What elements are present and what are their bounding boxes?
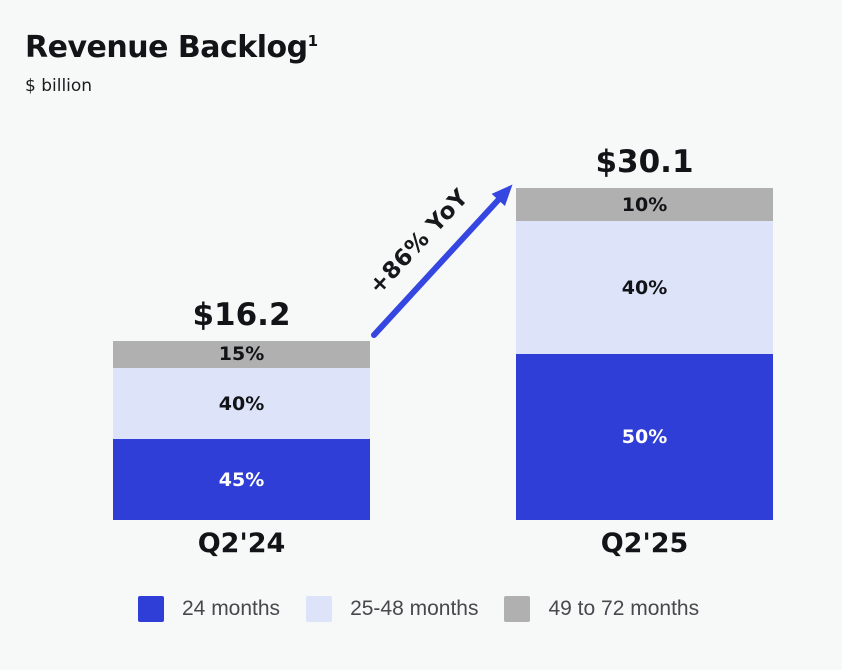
stacked-bar-q225: 10% 40% 50%: [516, 188, 773, 520]
category-label-q225: Q2'25: [600, 528, 689, 559]
chart-units-subtitle: $ billion: [25, 76, 93, 96]
segment-49-72-months-q224: 15%: [113, 341, 370, 368]
segment-pct-label: 40%: [621, 276, 668, 299]
legend-item-49-72-months: 49 to 72 months: [504, 596, 699, 622]
legend-item-25-48-months: 25-48 months: [306, 596, 478, 622]
yoy-growth-annotation: +86% YoY: [364, 184, 474, 300]
bar-total-q224: $16.2: [192, 297, 291, 333]
segment-pct-label: 15%: [218, 343, 265, 366]
legend-swatch-49-72-months: [504, 596, 531, 622]
legend-label: 24 months: [182, 597, 281, 620]
segment-pct-label: 40%: [218, 392, 265, 415]
legend-item-24-months: 24 months: [138, 596, 280, 622]
segment-pct-label: 50%: [621, 425, 668, 448]
stacked-bar-q224: 15% 40% 45%: [113, 341, 370, 520]
segment-25-48-months-q225: 40%: [516, 221, 773, 354]
legend-label: 49 to 72 months: [548, 597, 700, 620]
bar-total-q225: $30.1: [595, 144, 694, 180]
chart-title-text: Revenue Backlog: [25, 30, 308, 65]
segment-24-months-q224: 45%: [113, 439, 370, 520]
legend-swatch-24-months: [138, 596, 164, 622]
legend-swatch-25-48-months: [306, 596, 333, 622]
chart-title: Revenue Backlog1: [25, 30, 318, 65]
legend: 24 months 25-48 months 49 to 72 months: [138, 596, 699, 622]
segment-pct-label: 45%: [218, 468, 265, 491]
segment-pct-label: 10%: [621, 193, 668, 216]
segment-24-months-q225: 50%: [516, 353, 773, 520]
category-label-q224: Q2'24: [197, 528, 286, 559]
footnote-marker: 1: [307, 32, 318, 50]
segment-49-72-months-q225: 10%: [516, 188, 773, 222]
segment-25-48-months-q224: 40%: [113, 367, 370, 440]
legend-label: 25-48 months: [350, 597, 479, 620]
